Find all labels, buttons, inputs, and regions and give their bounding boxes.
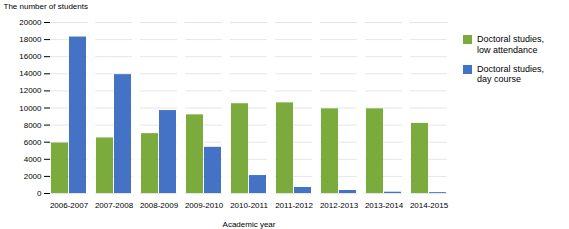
svg-text:2009-2010: 2009-2010 [185, 201, 224, 210]
html-text:Doctoral studies, day course: Doctoral studies, day course [477, 63, 544, 85]
svg-text:16000: 16000 [19, 52, 42, 61]
svg-text:2011-2012: 2011-2012 [275, 201, 313, 210]
svg-text:0: 0 [37, 189, 42, 198]
svg-text:2008-2009: 2008-2009 [140, 201, 179, 210]
svg-text:8000: 8000 [24, 121, 42, 130]
svg-text:18000: 18000 [19, 35, 42, 44]
svg-text:12000: 12000 [19, 86, 42, 95]
svg-text:2012-2013: 2012-2013 [320, 201, 359, 210]
svg-text:4000: 4000 [24, 155, 42, 164]
svg-text:Academic year: Academic year [223, 220, 276, 229]
svg-text:2014-2015: 2014-2015 [410, 201, 449, 210]
svg-text:6000: 6000 [24, 138, 42, 147]
svg-text:10000: 10000 [19, 104, 42, 113]
svg-text:2010-2011: 2010-2011 [230, 201, 268, 210]
html-text:Doctoral studies, low attendan: Doctoral studies, low attendance [477, 34, 544, 55]
svg-text:The number of students: The number of students [4, 2, 89, 11]
svg-text:14000: 14000 [19, 69, 42, 78]
svg-text:2006-2007: 2006-2007 [50, 201, 89, 210]
svg-text:20000: 20000 [19, 18, 42, 27]
svg-text:2007-2008: 2007-2008 [95, 201, 134, 210]
svg-text:2013-2014: 2013-2014 [365, 201, 404, 210]
svg-text:2000: 2000 [24, 172, 42, 181]
